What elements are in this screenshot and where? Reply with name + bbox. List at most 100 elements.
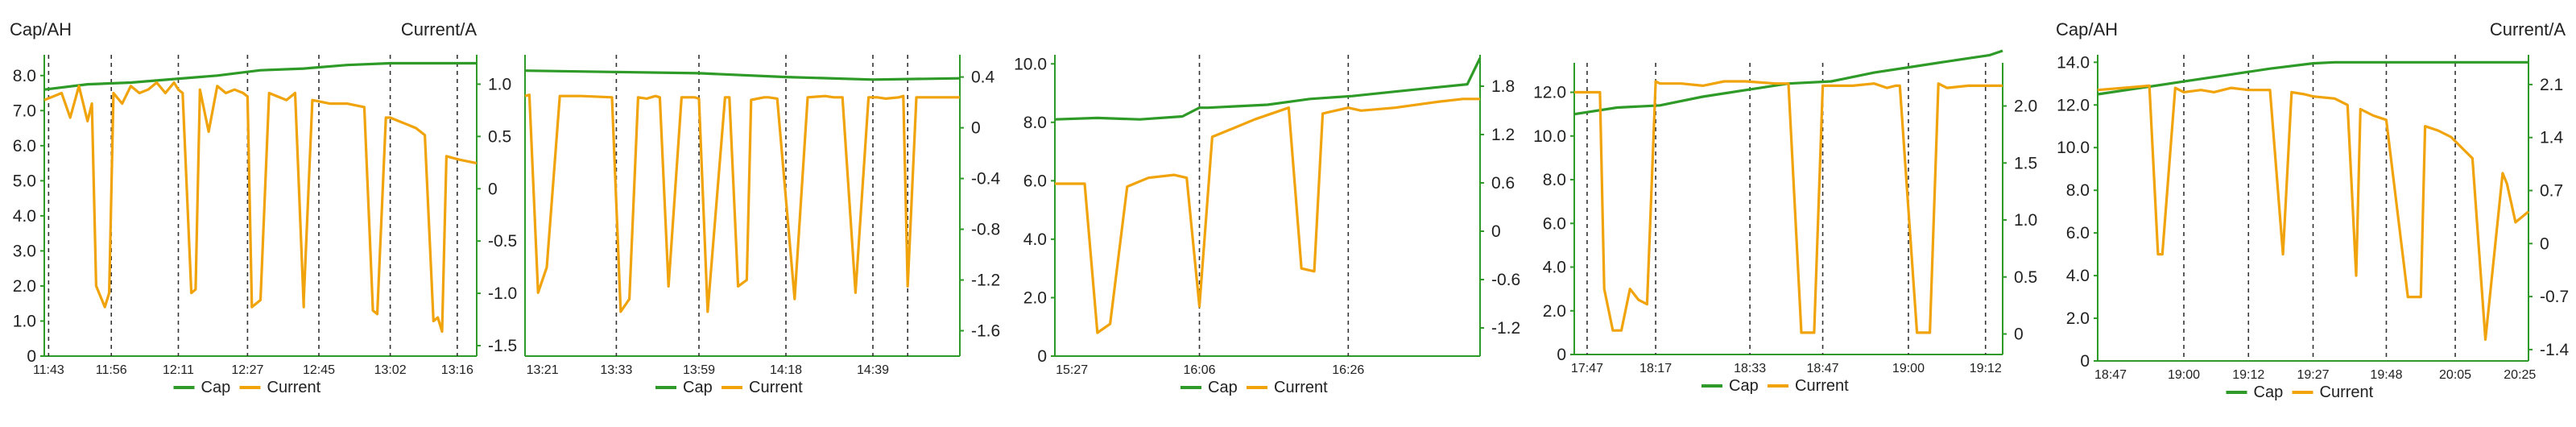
left-tick-label: 2.0 [1023, 288, 1047, 307]
right-tick-label: 0 [2540, 234, 2549, 253]
x-tick-label: 16:06 [1183, 363, 1215, 377]
right-tick-label: 0 [971, 119, 981, 138]
right-tick-label: 2.1 [2540, 76, 2563, 94]
legend-cap-label: Cap [683, 379, 713, 396]
right-tick-label: -1.5 [488, 337, 517, 355]
x-tick-label: 20:25 [2504, 368, 2536, 382]
x-tick-label: 18:47 [2094, 368, 2127, 382]
x-tick-label: 19:12 [2232, 368, 2264, 382]
x-tick-label: 12:11 [163, 363, 194, 377]
right-tick-label: -0.8 [971, 221, 1000, 239]
x-tick-label: 11:43 [33, 363, 64, 377]
x-tick-label: 13:16 [441, 363, 473, 377]
x-tick-label: 14:18 [770, 363, 802, 377]
x-tick-label: 13:21 [527, 363, 559, 377]
x-tick-label: 13:59 [683, 363, 715, 377]
current-axis-title-left: Current/A [401, 19, 477, 39]
x-tick-label: 19:27 [2297, 368, 2329, 382]
x-tick-label: 19:12 [1970, 362, 2002, 375]
legend-cap-label: Cap [1208, 379, 1238, 396]
left-tick-label: 5.0 [13, 172, 36, 190]
right-tick-label: -1.4 [2540, 341, 2570, 359]
cap-axis-title-left: Cap/AH [10, 19, 72, 39]
cap-series-line [524, 69, 961, 81]
x-tick-label: 16:26 [1332, 363, 1364, 377]
legend-current-label: Current [749, 379, 803, 396]
legend-current-label: Current [1274, 379, 1328, 396]
left-tick-label: 8.0 [2066, 181, 2090, 200]
x-tick-label: 19:00 [1892, 362, 1925, 375]
left-tick-label: 10.0 [2057, 139, 2090, 157]
cap-series-line [1054, 57, 1482, 121]
left-tick-label: 6.0 [13, 137, 36, 155]
right-tick-label: 0.5 [2014, 268, 2037, 287]
x-tick-label: 18:47 [1807, 362, 1839, 375]
right-tick-label: 1.5 [2014, 154, 2037, 172]
left-tick-label: 12.0 [2057, 96, 2090, 114]
left-tick-label: 0 [2080, 352, 2090, 371]
left-tick-label: 2.0 [2066, 309, 2090, 328]
right-tick-label: -0.4 [971, 170, 1001, 189]
left-tick-label: 12.0 [1533, 84, 1566, 102]
x-tick-label: 20:05 [2439, 368, 2471, 382]
left-tick-label: 3.0 [13, 242, 36, 260]
legend-current-label: Current [1795, 377, 1849, 395]
left-tick-label: 8.0 [1543, 171, 1566, 189]
x-tick-label: 12:45 [303, 363, 335, 377]
x-tick-label: 17:47 [1571, 362, 1603, 375]
left-tick-label: 2.0 [1543, 302, 1566, 321]
current-series-line [1055, 97, 1480, 334]
right-tick-label: -1.2 [1491, 319, 1520, 338]
x-tick-label: 18:33 [1734, 362, 1766, 375]
x-tick-label: 19:00 [2168, 368, 2200, 382]
cap-series-line [43, 61, 477, 91]
right-tick-label: 0.4 [971, 68, 995, 87]
right-tick-label: 1.8 [1491, 77, 1515, 96]
right-tick-label: 0 [488, 180, 498, 198]
left-tick-label: 4.0 [1023, 230, 1047, 249]
left-tick-label: 8.0 [1023, 114, 1047, 132]
current-axis-title-right: Current/A [2490, 19, 2566, 39]
left-tick-label: 0 [1037, 347, 1047, 366]
left-tick-label: 7.0 [13, 102, 36, 120]
right-tick-label: 1.0 [2014, 211, 2037, 230]
x-tick-label: 19:48 [2370, 368, 2402, 382]
cap-series-line [1573, 49, 2003, 116]
right-tick-label: 1.4 [2540, 129, 2564, 147]
left-tick-label: 10.0 [1533, 127, 1566, 146]
legend-cap-label: Cap [201, 379, 231, 396]
legend-current-label: Current [2320, 383, 2374, 401]
right-tick-label: -0.5 [488, 232, 517, 251]
left-tick-label: 4.0 [2066, 267, 2090, 285]
right-tick-label: 0.7 [2540, 182, 2563, 201]
legend-cap-label: Cap [2254, 383, 2284, 401]
left-tick-label: 0 [27, 347, 36, 366]
left-tick-label: 6.0 [2066, 224, 2090, 243]
right-tick-label: -1.2 [971, 272, 1000, 290]
right-tick-label: 0.6 [1491, 174, 1515, 193]
left-tick-label: 14.0 [2057, 53, 2090, 72]
current-series-line [1574, 80, 2003, 334]
left-tick-label: 8.0 [13, 67, 36, 85]
x-tick-label: 15:27 [1056, 363, 1088, 377]
current-series-line [43, 81, 478, 334]
right-tick-label: -1.6 [971, 322, 1000, 341]
current-series-line [524, 93, 960, 313]
right-tick-label: 1.2 [1491, 126, 1515, 144]
legend-cap-label: Cap [1729, 377, 1759, 395]
left-tick-label: 2.0 [13, 277, 36, 296]
right-tick-label: -0.7 [2540, 288, 2569, 306]
cap-axis-title-right: Cap/AH [2056, 19, 2118, 39]
legend-current-label: Current [267, 379, 321, 396]
x-tick-label: 11:56 [96, 363, 127, 377]
x-tick-label: 18:17 [1639, 362, 1672, 375]
x-tick-label: 14:39 [857, 363, 889, 377]
x-tick-label: 12:27 [231, 363, 263, 377]
right-tick-label: 0.5 [488, 127, 511, 146]
right-tick-label: 0 [1491, 222, 1501, 241]
cap-series-line [2097, 60, 2528, 96]
right-tick-label: -1.0 [488, 284, 517, 303]
right-tick-label: 2.0 [2014, 97, 2037, 116]
left-tick-label: 4.0 [13, 207, 36, 226]
